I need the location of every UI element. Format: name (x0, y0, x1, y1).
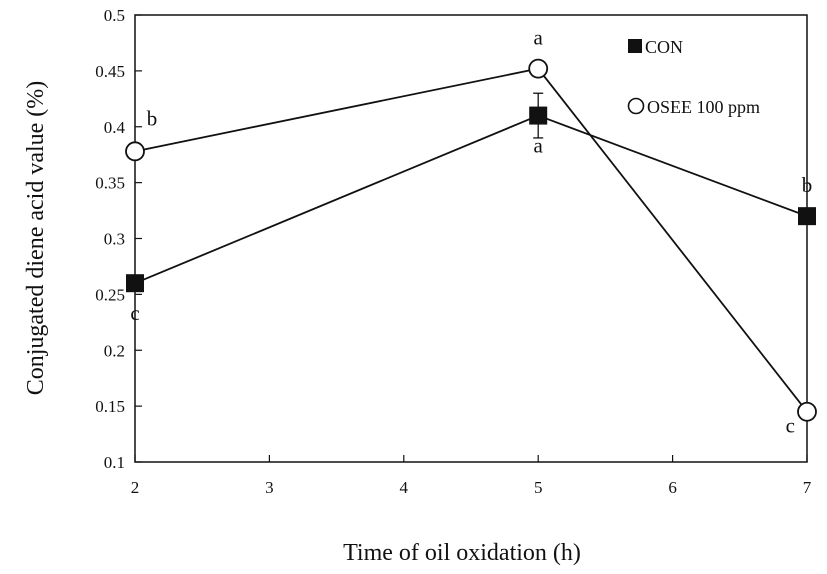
series-line-osee (134, 67, 808, 413)
y-tick-label: 0.15 (95, 397, 125, 416)
data-point-con (529, 106, 548, 125)
legend-circle-marker-icon (627, 97, 645, 115)
y-tick-label: 0.4 (104, 118, 126, 137)
significance-label-con: a (534, 134, 544, 158)
significance-label-osee: b (147, 106, 158, 130)
legend-label-con: CON (645, 37, 683, 57)
series-line-con (134, 114, 808, 285)
x-tick-label: 5 (534, 478, 543, 497)
x-tick-label: 3 (265, 478, 274, 497)
y-tick-label: 0.2 (104, 341, 125, 360)
x-axis-title: Time of oil oxidation (h) (343, 540, 581, 566)
y-tick-label: 0.5 (104, 6, 125, 25)
data-point-con (798, 207, 816, 226)
significance-label-osee: a (534, 26, 544, 50)
legend-square-marker-icon (628, 39, 642, 53)
y-tick-label: 0.35 (95, 174, 125, 193)
x-axis-ticks: 2 3 4 5 6 7 (131, 455, 812, 497)
y-axis-title: Conjugated diene acid value (%) (23, 81, 49, 396)
data-point-con (126, 274, 144, 293)
y-tick-label: 0.3 (104, 230, 125, 249)
data-point-osee (528, 58, 549, 79)
series-layer: c a b b a c (125, 26, 817, 438)
significance-label-con: b (802, 173, 813, 197)
y-tick-label: 0.25 (95, 285, 125, 304)
x-tick-label: 4 (400, 478, 409, 497)
legend: CON OSEE 100 ppm (627, 37, 760, 117)
y-tick-label: 0.45 (95, 62, 125, 81)
x-tick-label: 7 (803, 478, 812, 497)
y-axis-ticks: 0.1 0.15 0.2 0.25 0.3 0.35 0.4 0.45 0.5 (95, 6, 142, 472)
significance-label-osee: c (786, 414, 795, 438)
x-tick-label: 2 (131, 478, 140, 497)
significance-label-con: c (130, 301, 139, 325)
data-point-osee (797, 401, 817, 422)
data-point-osee (125, 141, 145, 162)
x-tick-label: 6 (668, 478, 677, 497)
y-tick-label: 0.1 (104, 453, 125, 472)
legend-label-osee: OSEE 100 ppm (647, 97, 760, 117)
